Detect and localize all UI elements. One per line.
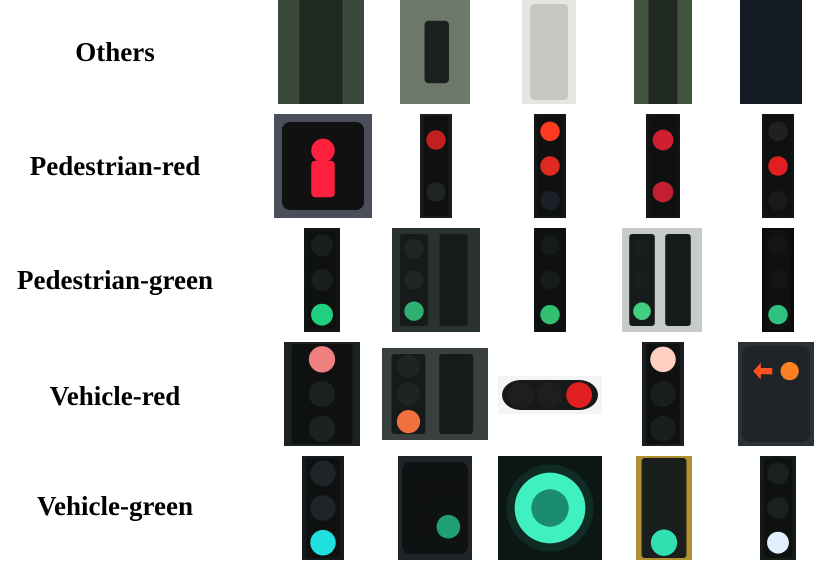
traffic-light-image xyxy=(622,228,702,332)
traffic-light-image xyxy=(738,342,814,446)
traffic-light-image xyxy=(420,114,452,218)
traffic-light-image xyxy=(636,456,692,560)
traffic-light-image xyxy=(274,114,372,218)
traffic-light-image xyxy=(302,456,344,560)
traffic-light-image xyxy=(646,114,680,218)
traffic-light-image xyxy=(762,228,794,332)
row-label-vehicle-red: Vehicle-red xyxy=(49,381,181,411)
traffic-light-image xyxy=(304,228,340,332)
traffic-light-image xyxy=(762,114,794,218)
traffic-light-image xyxy=(642,342,684,446)
row-label-pedestrian-green: Pedestrian-green xyxy=(17,265,213,295)
traffic-light-image xyxy=(392,228,480,332)
traffic-light-image xyxy=(498,456,602,560)
traffic-light-image xyxy=(398,456,472,560)
traffic-light-image xyxy=(498,376,602,414)
row-label-others: Others xyxy=(75,37,155,67)
traffic-light-image xyxy=(534,228,566,332)
traffic-light-image xyxy=(760,456,796,560)
traffic-light-image xyxy=(740,0,802,104)
row-label-pedestrian-red: Pedestrian-red xyxy=(29,151,201,181)
traffic-light-image xyxy=(382,348,488,440)
traffic-light-image xyxy=(634,0,692,104)
traffic-light-image xyxy=(534,114,566,218)
row-label-vehicle-green: Vehicle-green xyxy=(37,491,193,521)
traffic-light-image xyxy=(400,0,470,104)
traffic-light-image xyxy=(284,342,360,446)
traffic-light-image xyxy=(522,0,576,104)
traffic-light-image xyxy=(278,0,364,104)
